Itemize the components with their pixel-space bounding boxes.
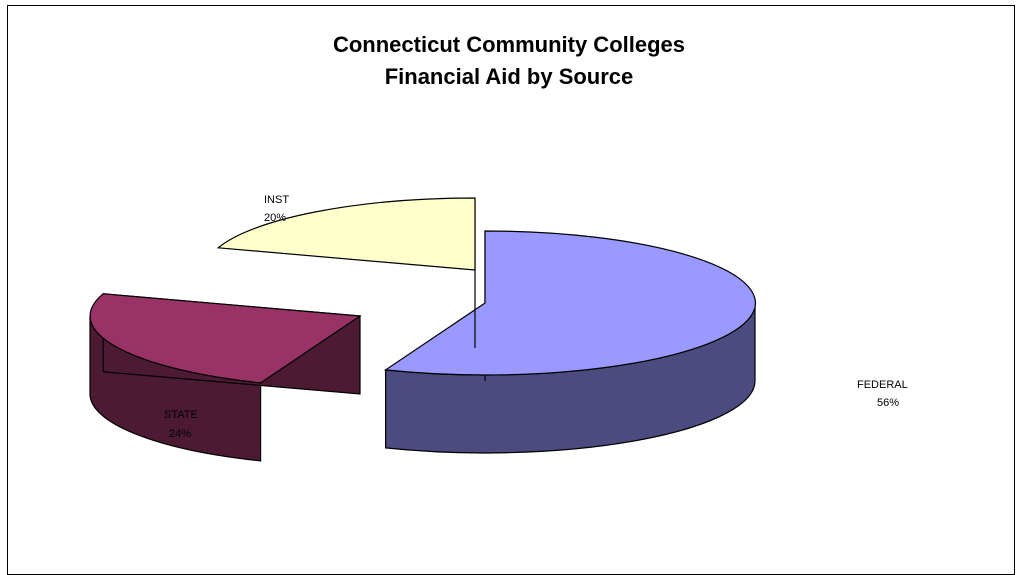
pie-slice-state-top: [89, 293, 362, 384]
label-state-category: STATE: [164, 409, 198, 421]
pie-slice-federal: [383, 230, 756, 454]
chart-title-line-2: Financial Aid by Source: [384, 64, 634, 89]
pie-slice-state: [89, 293, 362, 462]
chart-title-line-1: Connecticut Community Colleges: [332, 32, 686, 57]
label-federal-category: FEDERAL: [857, 379, 908, 391]
label-inst-category: INST: [264, 194, 289, 206]
pie-chart: FEDERAL 56% STATE 24% INST 20%: [89, 194, 908, 462]
pie-slice-inst: [216, 197, 476, 348]
label-federal-percent: 56%: [877, 397, 899, 409]
label-inst-percent: 20%: [264, 212, 286, 224]
pie-slice-inst-top: [216, 197, 476, 271]
pie-slice-federal-top: [383, 230, 756, 376]
label-state-percent: 24%: [169, 428, 191, 440]
